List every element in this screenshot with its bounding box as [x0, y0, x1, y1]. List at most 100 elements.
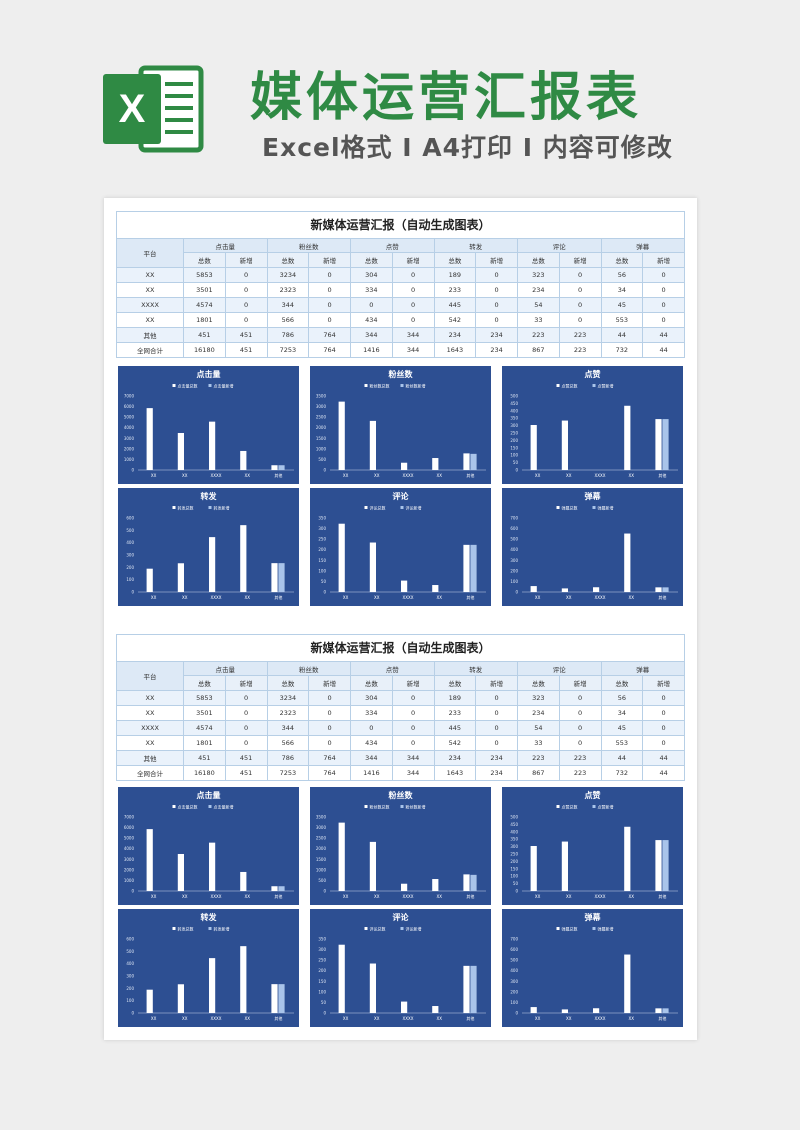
value-cell: 0 [308, 297, 351, 313]
y-tick-label: 500 [126, 528, 134, 533]
value-cell: 223 [517, 327, 560, 343]
bar-total [432, 458, 439, 470]
x-tick-label: XX [343, 1016, 349, 1021]
x-tick-label: XX [436, 473, 442, 478]
value-cell: 323 [517, 267, 560, 283]
value-cell: 451 [183, 327, 226, 343]
value-cell: 786 [266, 750, 310, 766]
value-cell: 0 [475, 705, 518, 721]
x-tick-label: XX [535, 894, 541, 899]
bar-total [369, 841, 376, 891]
y-tick-label: 4000 [124, 846, 135, 851]
chart-likes: 点赞 点赞总数 点赞新增 0 50 100 150 200 250 300 350 400 450 500… [502, 366, 683, 484]
y-tick-label: 600 [126, 516, 134, 521]
y-tick-label: 150 [510, 866, 518, 871]
legend-label: 点赞新增 [598, 383, 614, 389]
value-cell: 44 [642, 765, 685, 781]
y-tick-label: 400 [510, 547, 518, 552]
value-cell: 44 [642, 750, 685, 766]
bar-total [271, 984, 278, 1013]
value-cell: 44 [642, 342, 685, 358]
y-tick-label: 2500 [316, 415, 327, 420]
page-subtitle: Excel格式 I A4打印 I 内容可修改 [262, 133, 673, 162]
y-tick-label: 300 [510, 423, 518, 428]
bar-total [369, 420, 376, 470]
x-tick-label: XXXX [595, 1016, 606, 1021]
value-cell: 234 [517, 705, 560, 721]
report-title: 新媒体运营汇报（自动生成图表） [116, 211, 685, 238]
y-tick-label: 1000 [124, 878, 135, 883]
x-tick-label: XX [628, 894, 634, 899]
y-tick-label: 150 [318, 979, 326, 984]
y-tick-label: 400 [126, 961, 134, 966]
legend-label: 弹幕新增 [598, 505, 614, 511]
x-tick-label: XXXX [211, 1016, 222, 1021]
y-tick-label: 1000 [316, 867, 327, 872]
legend-label: 转发总数 [178, 926, 194, 932]
bar-total [561, 1009, 568, 1013]
chart-title: 弹幕 [585, 912, 602, 922]
chart-title: 粉丝数 [389, 369, 414, 379]
y-tick-label: 200 [510, 438, 518, 443]
legend-swatch [592, 927, 596, 930]
value-cell: 7253 [266, 342, 310, 358]
x-tick-label: XX [628, 1016, 634, 1021]
legend-label: 点击量总数 [178, 383, 198, 389]
y-tick-label: 7000 [124, 394, 135, 399]
bar-total [624, 405, 631, 470]
sub-header: 总数 [350, 675, 393, 691]
bar-new [470, 544, 477, 592]
value-cell: 223 [558, 765, 602, 781]
value-cell: 5853 [183, 690, 226, 706]
chart-fans: 粉丝数 粉丝数总数 粉丝数新增 0 500 1000 1500 2000 2500 3000 350… [310, 366, 491, 484]
sub-header: 新增 [558, 675, 602, 691]
value-cell: 553 [600, 735, 644, 751]
y-tick-label: 200 [318, 547, 326, 552]
y-tick-label: 100 [318, 568, 326, 573]
bar-total [271, 563, 278, 592]
value-cell: 44 [600, 750, 644, 766]
value-cell: 234 [475, 342, 518, 358]
y-tick-label: 700 [510, 516, 518, 521]
table-row: XXXX 4574 0 344 0 0 0 445 0 54 0 45 0 [116, 297, 685, 313]
bar-total [593, 1008, 600, 1013]
y-tick-label: 250 [318, 958, 326, 963]
group-header: 粉丝数 [266, 238, 351, 253]
bar-new [470, 965, 477, 1013]
value-cell: 223 [558, 342, 602, 358]
bar-total [401, 580, 408, 592]
sub-header: 新增 [475, 675, 518, 691]
chart-title: 转发 [201, 912, 218, 922]
value-cell: 0 [642, 297, 685, 313]
bar-total [561, 420, 568, 470]
chart-danmaku: 弹幕 弹幕总数 弹幕新增 0 100 200 300 400 500 600 700 XX XX XXXX… [502, 909, 683, 1027]
table-row: XX 5853 0 3234 0 304 0 189 0 323 0 56 0 [116, 267, 685, 283]
value-cell: 334 [350, 705, 393, 721]
y-tick-label: 300 [510, 844, 518, 849]
value-cell: 0 [642, 735, 685, 751]
sub-header: 新增 [224, 675, 268, 691]
value-cell: 234 [475, 750, 518, 766]
value-cell: 451 [224, 750, 268, 766]
sub-header-row: 总数 新增 总数 新增 总数 新增 总数 新增 总数 新增 总数 新增 [117, 252, 685, 268]
value-cell: 0 [224, 297, 268, 313]
chart-clicks: 点击量 点击量总数 点击量新增 0 1000 2000 3000 4000 5000 6000 70… [118, 787, 299, 905]
legend-label: 点赞总数 [562, 383, 578, 389]
y-tick-label: 500 [510, 394, 518, 399]
y-tick-label: 150 [510, 445, 518, 450]
y-tick-label: 3000 [124, 436, 135, 441]
x-tick-label: XXXX [211, 595, 222, 600]
bar-new [278, 563, 285, 592]
value-cell: 5853 [183, 267, 226, 283]
y-tick-label: 300 [510, 558, 518, 563]
value-cell: 732 [600, 342, 644, 358]
value-cell: 4574 [183, 297, 226, 313]
sub-header: 新增 [224, 252, 268, 268]
svg-text:X: X [119, 87, 146, 131]
data-table: 平台 点击量 粉丝数 点赞 转发 评论 弹幕 总数 新增 总数 新增 总数 新增 总数… [116, 238, 685, 358]
bar-total [530, 425, 537, 470]
value-cell: 0 [475, 735, 518, 751]
value-cell: 0 [558, 735, 602, 751]
bar-total [655, 1008, 662, 1013]
legend-label: 点赞新增 [598, 804, 614, 810]
